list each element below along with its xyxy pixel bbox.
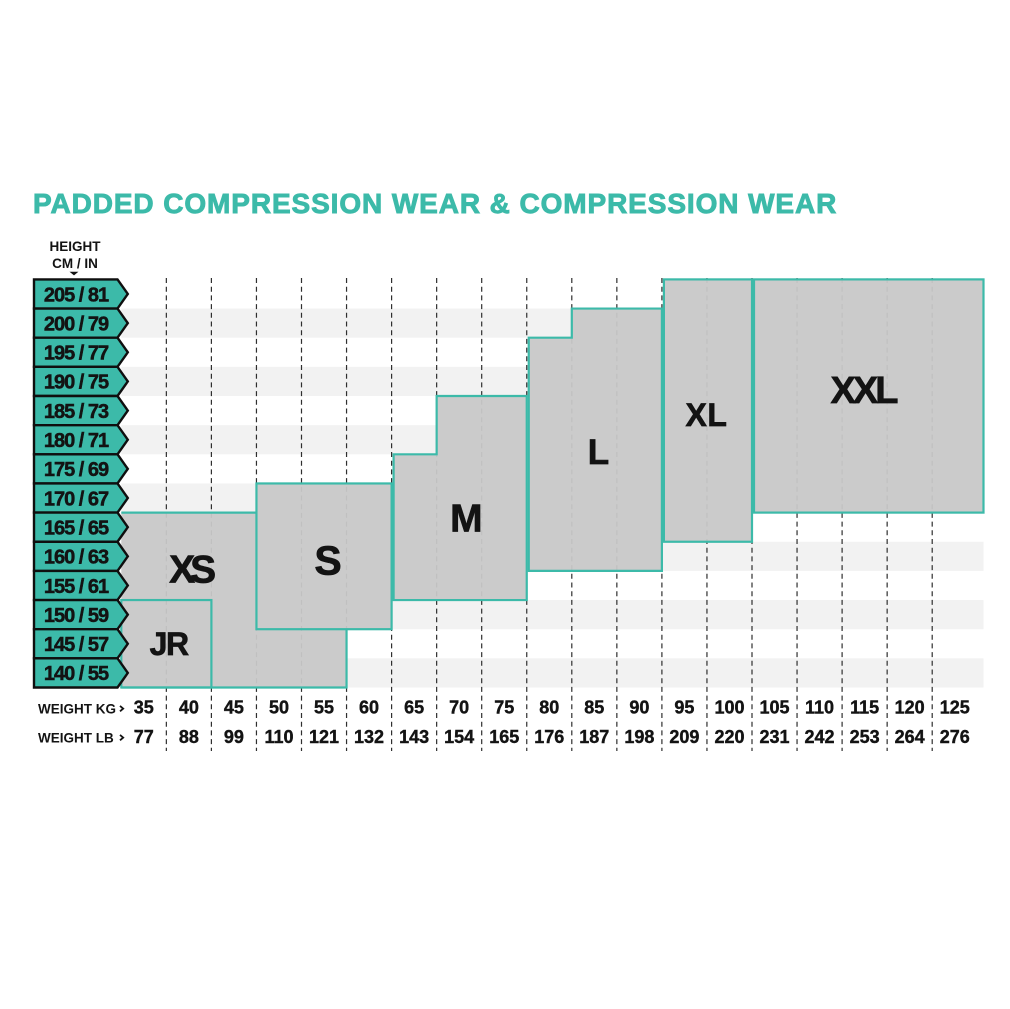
svg-text:132: 132 — [354, 727, 384, 747]
svg-text:88: 88 — [179, 727, 199, 747]
svg-text:145 / 57: 145 / 57 — [44, 634, 109, 656]
svg-text:40: 40 — [179, 698, 199, 718]
svg-text:99: 99 — [224, 727, 244, 747]
svg-text:264: 264 — [895, 727, 925, 747]
svg-text:125: 125 — [940, 698, 970, 718]
svg-text:95: 95 — [674, 698, 694, 718]
svg-text:220: 220 — [714, 727, 744, 747]
svg-text:80: 80 — [539, 698, 559, 718]
svg-text:85: 85 — [584, 698, 604, 718]
svg-text:205 / 81: 205 / 81 — [44, 284, 109, 306]
svg-text:75: 75 — [494, 698, 514, 718]
svg-text:PADDED COMPRESSION WEAR & COMP: PADDED COMPRESSION WEAR & COMPRESSION WE… — [33, 188, 837, 219]
svg-text:187: 187 — [579, 727, 609, 747]
svg-text:50: 50 — [269, 698, 289, 718]
svg-text:WEIGHT KG: WEIGHT KG — [38, 702, 116, 717]
svg-text:100: 100 — [714, 698, 744, 718]
svg-text:HEIGHT: HEIGHT — [49, 239, 101, 254]
svg-text:121: 121 — [309, 727, 339, 747]
svg-text:190 / 75: 190 / 75 — [44, 372, 109, 394]
svg-text:253: 253 — [850, 727, 880, 747]
svg-text:90: 90 — [629, 698, 649, 718]
svg-text:XS: XS — [169, 548, 215, 591]
svg-text:77: 77 — [134, 727, 154, 747]
svg-text:55: 55 — [314, 698, 334, 718]
svg-text:XL: XL — [686, 397, 728, 433]
svg-text:195 / 77: 195 / 77 — [44, 343, 109, 365]
svg-text:35: 35 — [134, 698, 154, 718]
svg-text:140 / 55: 140 / 55 — [44, 663, 109, 685]
svg-text:110: 110 — [264, 727, 293, 747]
svg-text:154: 154 — [444, 727, 474, 747]
svg-text:CM / IN: CM / IN — [52, 256, 98, 271]
svg-text:45: 45 — [224, 698, 244, 718]
svg-text:242: 242 — [805, 727, 835, 747]
svg-text:115: 115 — [850, 698, 879, 718]
svg-text:185 / 73: 185 / 73 — [44, 401, 109, 423]
svg-text:165 / 65: 165 / 65 — [44, 517, 109, 539]
svg-text:160 / 63: 160 / 63 — [44, 547, 109, 569]
svg-text:155 / 61: 155 / 61 — [44, 576, 109, 598]
svg-text:143: 143 — [399, 727, 429, 747]
svg-text:105: 105 — [759, 698, 789, 718]
svg-text:150 / 59: 150 / 59 — [44, 605, 109, 627]
svg-text:198: 198 — [624, 727, 654, 747]
svg-text:170 / 67: 170 / 67 — [44, 488, 109, 510]
svg-text:231: 231 — [759, 727, 789, 747]
svg-text:70: 70 — [449, 698, 469, 718]
svg-text:S: S — [314, 538, 341, 584]
svg-text:JR: JR — [150, 626, 189, 662]
svg-text:120: 120 — [895, 698, 925, 718]
svg-text:276: 276 — [940, 727, 970, 747]
svg-text:60: 60 — [359, 698, 379, 718]
svg-text:L: L — [588, 433, 609, 472]
svg-text:180 / 71: 180 / 71 — [44, 430, 109, 452]
svg-text:176: 176 — [534, 727, 564, 747]
svg-text:XXL: XXL — [831, 370, 899, 412]
svg-text:110: 110 — [805, 698, 834, 718]
svg-text:209: 209 — [669, 727, 699, 747]
svg-text:175 / 69: 175 / 69 — [44, 459, 109, 481]
svg-text:M: M — [450, 498, 483, 541]
svg-text:WEIGHT LB: WEIGHT LB — [38, 731, 114, 746]
svg-text:165: 165 — [489, 727, 519, 747]
svg-text:65: 65 — [404, 698, 424, 718]
svg-text:200 / 79: 200 / 79 — [44, 313, 109, 335]
